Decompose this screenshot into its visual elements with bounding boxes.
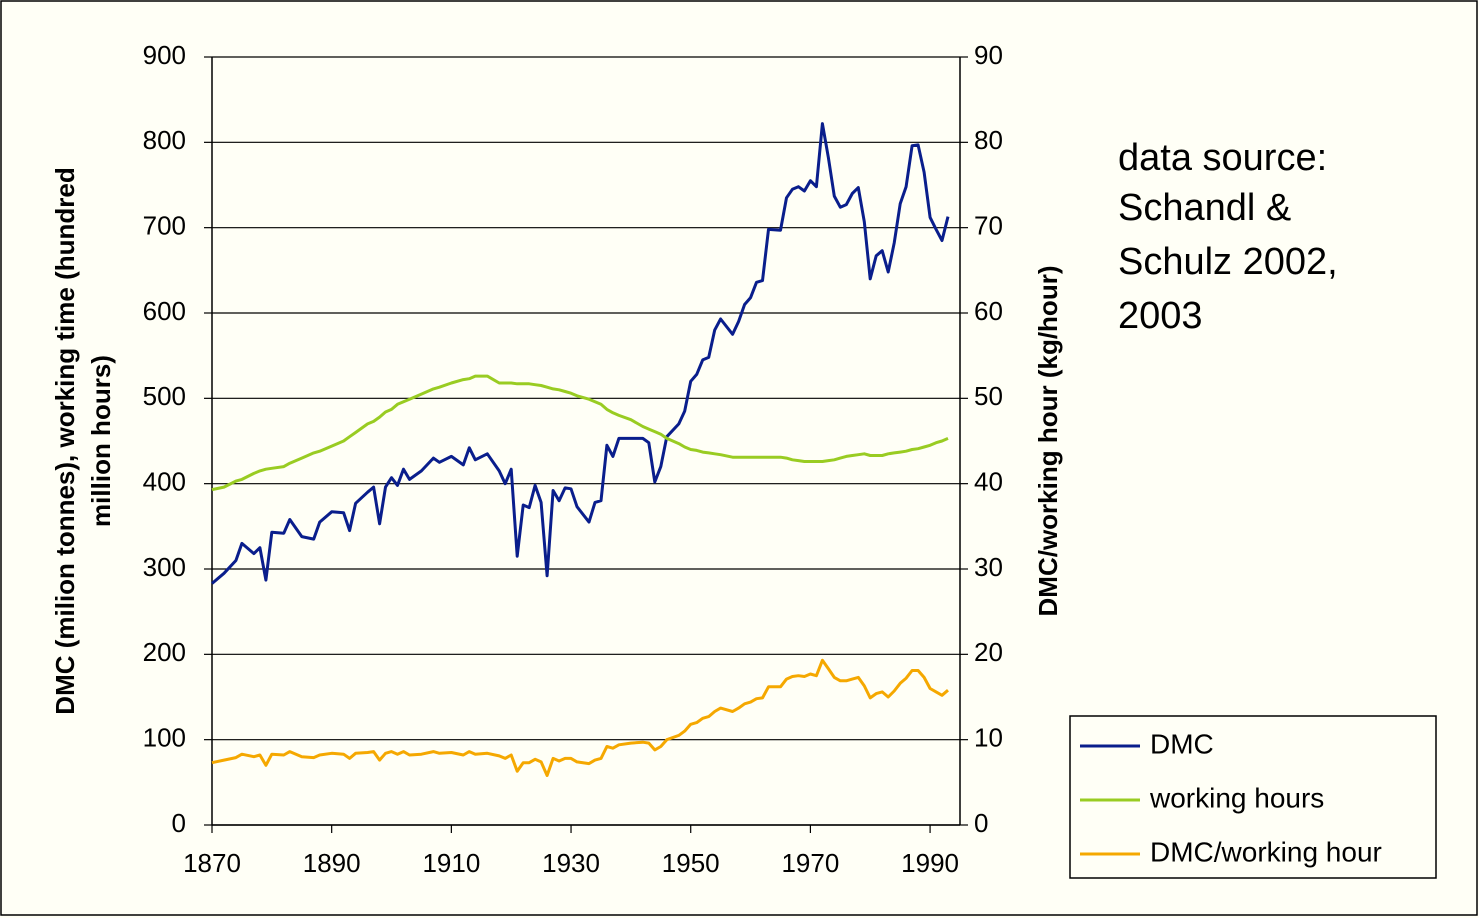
x-tick-label: 1970 — [781, 848, 839, 878]
y2-tick-label: 50 — [974, 381, 1003, 411]
y-tick-label: 600 — [143, 296, 186, 326]
legend-box — [1069, 715, 1437, 879]
y2-tick-label: 40 — [974, 467, 1003, 497]
y-axis-title-line: DMC (milion tonnes), working time (hundr… — [50, 167, 80, 714]
series-line — [211, 658, 949, 777]
y2-tick-label: 10 — [974, 723, 1003, 753]
y-tick-label: 100 — [143, 723, 186, 753]
y-tick-label: 700 — [143, 211, 186, 241]
annotation-line: Schulz 2002, — [1118, 241, 1338, 283]
y2-tick-label: 60 — [974, 296, 1003, 326]
x-tick-label: 1870 — [183, 848, 241, 878]
y2-axis-title: DMC/working hour (kg/hour) — [1033, 266, 1063, 617]
y2-tick-label: 30 — [974, 552, 1003, 582]
annotation: data source: Schandl & Schulz 2002, 2003 — [1118, 137, 1338, 337]
legend-label: DMC/working hour — [1150, 836, 1382, 867]
y2-tick-label: 90 — [974, 40, 1003, 70]
y-tick-label: 800 — [143, 125, 186, 155]
legend-label: working hours — [1149, 782, 1324, 813]
x-tick-label: 1890 — [303, 848, 361, 878]
x-tick-label: 1950 — [662, 848, 720, 878]
x-tick-label: 1930 — [542, 848, 600, 878]
y-axis-title-line: million hours) — [86, 355, 116, 527]
annotation-line: 2003 — [1118, 295, 1203, 337]
legend: DMC working hours DMC/working hour — [1069, 715, 1437, 879]
series-line — [211, 122, 950, 585]
x-tick-label: 1910 — [422, 848, 480, 878]
y-axis-title: DMC (milion tonnes), working time (hundr… — [50, 167, 116, 714]
y-tick-label: 400 — [143, 467, 186, 497]
annotation-line: data source: — [1118, 137, 1327, 179]
series-line — [211, 374, 949, 492]
legend-label: DMC — [1150, 728, 1214, 759]
x-tick-label: 1990 — [901, 848, 959, 878]
y-tick-label: 500 — [143, 381, 186, 411]
annotation-line: Schandl & — [1118, 187, 1291, 229]
y-tick-label: 900 — [143, 40, 186, 70]
y-tick-label: 200 — [143, 637, 186, 667]
y2-tick-label: 80 — [974, 125, 1003, 155]
y-tick-label: 300 — [143, 552, 186, 582]
y-tick-label: 0 — [172, 808, 186, 838]
y2-tick-label: 20 — [974, 637, 1003, 667]
y2-tick-label: 0 — [974, 808, 988, 838]
y2-tick-label: 70 — [974, 211, 1003, 241]
